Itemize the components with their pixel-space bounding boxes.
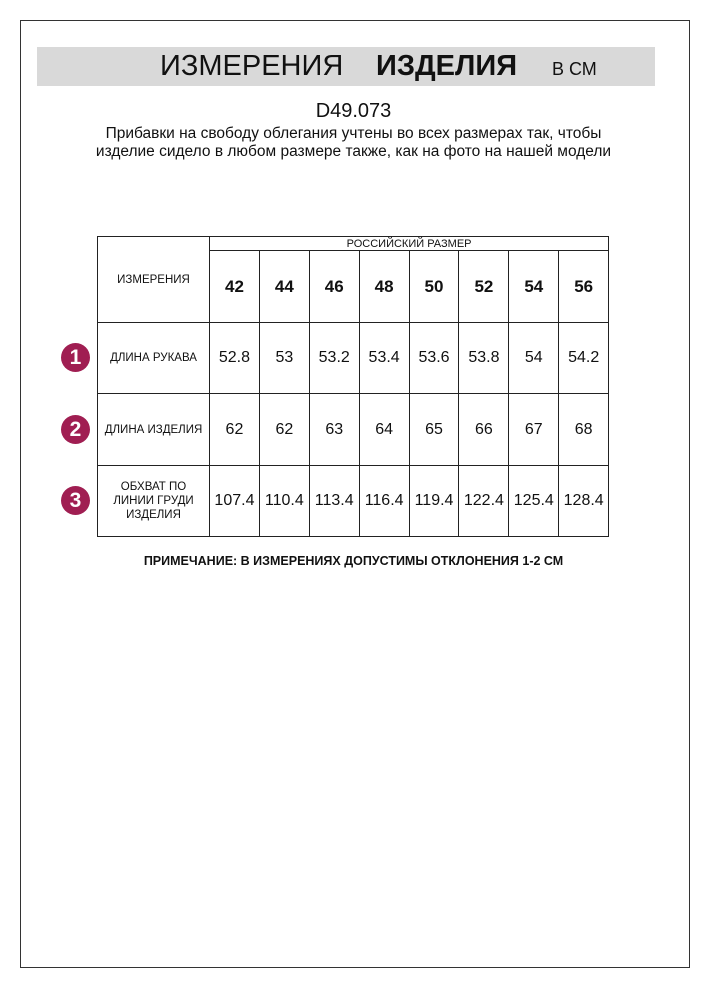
size-table: ИЗМЕРЕНИЯ РОССИЙСКИЙ РАЗМЕР 42 44 46 48 50 52… — [97, 235, 610, 537]
measurement-value: 68 — [558, 393, 610, 466]
measurement-value: 63 — [308, 393, 360, 466]
measurement-value: 53.4 — [358, 322, 410, 394]
page-frame — [20, 20, 690, 968]
size-header: 54 — [508, 250, 560, 323]
description: Прибавки на свободу облегания учтены во … — [95, 125, 612, 160]
measurement-value: 52.8 — [209, 322, 260, 394]
badge-2: 2 — [61, 415, 90, 444]
note: ПРИМЕЧАНИЕ: В ИЗМЕРЕНИЯХ ДОПУСТИМЫ ОТКЛО… — [143, 554, 564, 568]
measurement-value: 54.2 — [558, 322, 610, 394]
title-regular: ИЗМЕРЕНИЯ — [160, 50, 344, 82]
article-code: D49.073 — [315, 100, 392, 122]
measurement-value: 65 — [408, 393, 460, 466]
title-band — [37, 47, 655, 86]
group-label: РОССИЙСКИЙ РАЗМЕР — [208, 235, 610, 252]
corner-label: ИЗМЕРЕНИЯ — [97, 236, 210, 323]
measurement-value: 125.4 — [508, 465, 560, 537]
size-header: 50 — [408, 250, 460, 323]
size-header: 46 — [308, 250, 360, 323]
size-header: 44 — [258, 250, 310, 323]
measurement-label: ОБХВАТ ПО ЛИНИИ ГРУДИ ИЗДЕЛИЯ — [97, 465, 210, 537]
measurement-value: 53.6 — [408, 322, 460, 394]
badge-1: 1 — [61, 343, 90, 372]
measurement-value: 113.4 — [308, 465, 360, 537]
size-header: 48 — [358, 250, 410, 323]
measurement-value: 53 — [258, 322, 310, 394]
measurement-value: 62 — [209, 393, 260, 466]
measurement-label: ДЛИНА РУКАВА — [97, 322, 210, 394]
measurement-value: 53.2 — [308, 322, 360, 394]
measurement-value: 67 — [508, 393, 560, 466]
badge-3: 3 — [61, 486, 90, 515]
measurement-value: 128.4 — [558, 465, 610, 537]
measurement-value: 116.4 — [358, 465, 410, 537]
measurement-value: 66 — [458, 393, 510, 466]
title-bold: ИЗДЕЛИЯ — [376, 50, 518, 82]
measurement-label: ДЛИНА ИЗДЕЛИЯ — [97, 393, 210, 466]
measurement-value: 122.4 — [458, 465, 510, 537]
title-unit: В СМ — [552, 59, 597, 79]
size-header: 42 — [209, 250, 260, 323]
measurement-value: 64 — [358, 393, 410, 466]
size-header: 52 — [458, 250, 510, 323]
measurement-value: 54 — [508, 322, 560, 394]
measurement-value: 119.4 — [408, 465, 460, 537]
measurement-value: 62 — [258, 393, 310, 466]
measurement-value: 53.8 — [458, 322, 510, 394]
size-header: 56 — [558, 250, 610, 323]
measurement-value: 107.4 — [209, 465, 260, 537]
measurement-value: 110.4 — [258, 465, 310, 537]
